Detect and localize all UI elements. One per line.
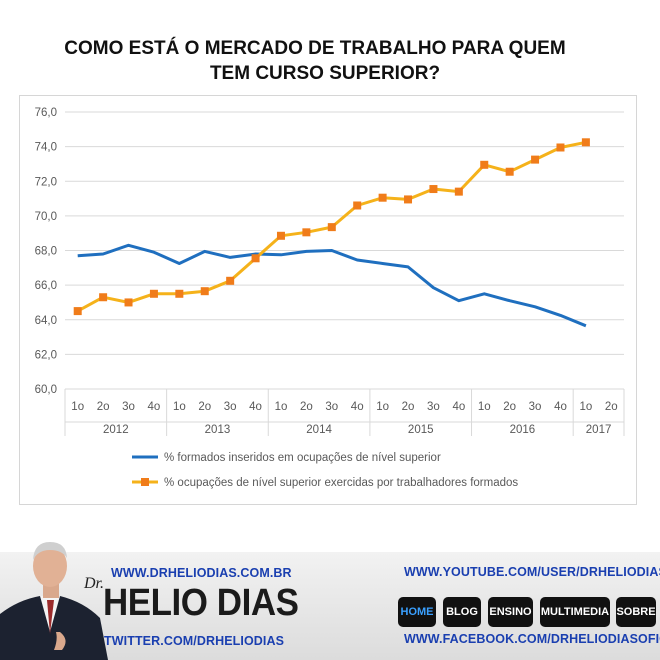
youtube-link[interactable]: WWW.YOUTUBE.COM/USER/DRHELIODIAS — [404, 565, 660, 579]
chart-title: COMO ESTÁ O MERCADO DE TRABALHO PARA QUE… — [0, 36, 660, 86]
chart-frame: 60,0 62,0 64,0 66,0 68,0 70,0 72,0 74,0 76,0 1o 2o… — [19, 95, 637, 505]
x-tick-label: 1o — [478, 401, 491, 413]
data-point-marker — [353, 201, 362, 210]
data-point-marker — [276, 231, 285, 240]
x-tick-label: 1o — [173, 401, 186, 413]
brand-prefix: Dr. — [84, 575, 105, 592]
data-point-marker — [531, 155, 540, 164]
x-tick-label: 2o — [300, 401, 313, 413]
x-tick-label: 3o — [427, 401, 440, 413]
nav-sobre-button[interactable]: SOBRE — [616, 597, 656, 627]
x-tick-label: 4o — [249, 401, 262, 413]
data-point-marker — [581, 138, 590, 147]
data-point-marker — [404, 195, 413, 204]
x-tick-label: 4o — [148, 401, 161, 413]
data-point-marker — [556, 143, 565, 152]
data-point-marker — [73, 307, 82, 316]
y-tick-label: 70,0 — [35, 211, 57, 223]
data-point-marker — [200, 287, 209, 296]
data-point-marker — [454, 187, 463, 196]
x-tick-label: 3o — [122, 401, 135, 413]
y-tick-label: 62,0 — [35, 349, 57, 361]
legend-marker — [141, 478, 149, 486]
data-point-marker — [99, 293, 108, 302]
x-tick-label: 4o — [554, 401, 567, 413]
x-tick-label: 2o — [402, 401, 415, 413]
year-label: 2016 — [510, 424, 536, 436]
data-point-marker — [226, 276, 235, 285]
x-tick-label: 4o — [351, 401, 364, 413]
nav-multimedia-button[interactable]: MULTIMEDIA — [540, 597, 610, 627]
y-tick-label: 76,0 — [35, 107, 57, 119]
x-tick-label: 1o — [71, 401, 84, 413]
x-tick-label: 3o — [325, 401, 338, 413]
legend-label-1: % formados inseridos em ocupações de nív… — [164, 452, 441, 464]
year-label: 2017 — [586, 424, 612, 436]
website-link[interactable]: WWW.DRHELIODIAS.COM.BR — [111, 566, 292, 580]
x-tick-label: 2o — [605, 401, 618, 413]
x-tick-label: 3o — [529, 401, 542, 413]
footer-banner: WWW.DRHELIODIAS.COM.BR TWITTER.COM/DRHEL… — [0, 522, 660, 660]
year-label: 2012 — [103, 424, 129, 436]
series-line-1 — [77, 243, 587, 328]
x-tick-label: 1o — [275, 401, 288, 413]
data-point-marker — [429, 185, 438, 194]
year-label: 2013 — [205, 424, 231, 436]
chart-title-line-2: TEM CURSO SUPERIOR? — [209, 63, 441, 84]
nav-ensino-button[interactable]: ENSINO — [488, 597, 533, 627]
data-point-marker — [175, 289, 184, 298]
y-tick-label: 66,0 — [35, 280, 57, 292]
brand-name: HELIO DIAS — [103, 582, 299, 624]
facebook-link[interactable]: WWW.FACEBOOK.COM/DRHELIODIASOFICIAL — [404, 632, 660, 646]
data-point-marker — [505, 167, 514, 176]
data-point-marker — [327, 223, 336, 232]
y-tick-label: 72,0 — [35, 176, 57, 188]
portrait-image — [0, 542, 108, 660]
y-tick-label: 68,0 — [35, 246, 57, 258]
data-point-marker — [124, 298, 133, 307]
y-tick-label: 64,0 — [35, 315, 57, 327]
x-tick-label: 2o — [503, 401, 516, 413]
x-tick-label: 1o — [376, 401, 389, 413]
data-point-marker — [251, 254, 260, 263]
line-chart: 60,0 62,0 64,0 66,0 68,0 70,0 72,0 74,0 76,0 1o 2o… — [35, 107, 625, 489]
legend-label-2: % ocupações de nível superior exercidas … — [164, 477, 518, 489]
y-tick-label: 74,0 — [35, 142, 57, 154]
y-tick-label: 60,0 — [35, 384, 57, 396]
twitter-link[interactable]: TWITTER.COM/DRHELIODIAS — [104, 634, 285, 648]
x-tick-label: 3o — [224, 401, 237, 413]
chart-title-line-1: COMO ESTÁ O MERCADO DE TRABALHO PARA QUE… — [64, 38, 566, 59]
year-label: 2014 — [306, 424, 332, 436]
x-tick-label: 2o — [198, 401, 211, 413]
data-point-marker — [480, 160, 489, 169]
nav-blog-button[interactable]: BLOG — [443, 597, 481, 627]
year-label: 2015 — [408, 424, 434, 436]
x-tick-label: 4o — [452, 401, 465, 413]
data-point-marker — [302, 228, 311, 237]
data-point-marker — [378, 193, 387, 202]
nav-home-button[interactable]: HOME — [398, 597, 436, 627]
x-tick-label: 1o — [579, 401, 592, 413]
data-point-marker — [149, 289, 158, 298]
x-tick-label: 2o — [97, 401, 110, 413]
